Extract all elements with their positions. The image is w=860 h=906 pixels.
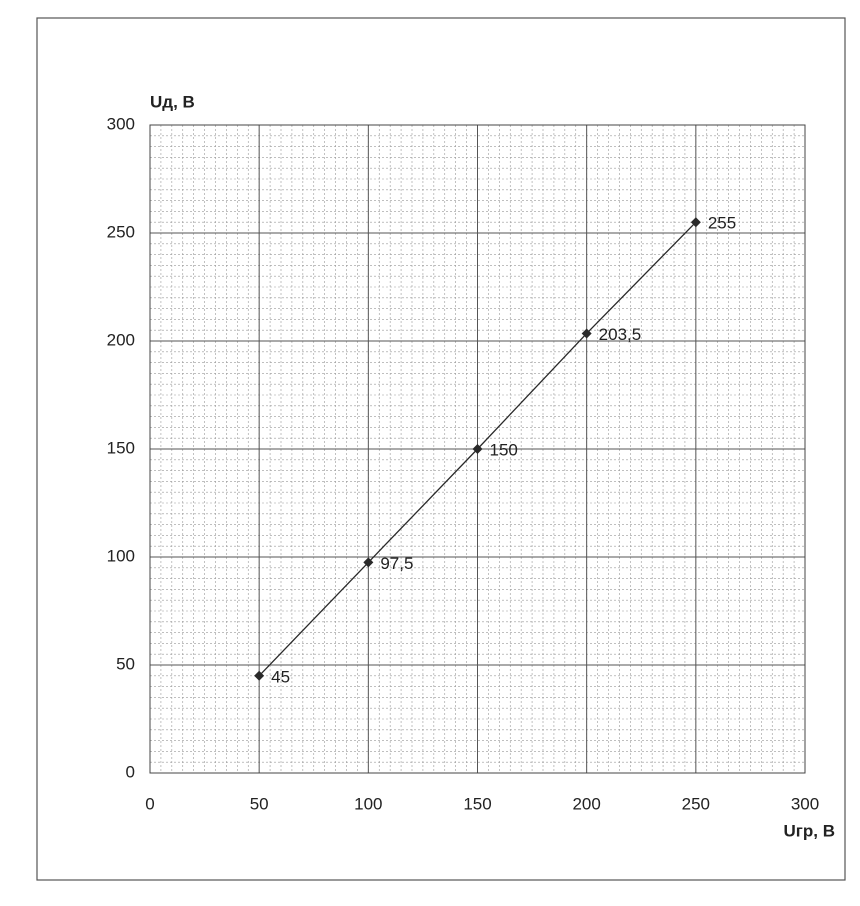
x-tick-label: 300 bbox=[791, 794, 819, 813]
y-tick-label: 200 bbox=[107, 330, 135, 349]
y-axis-label: Uд, В bbox=[150, 92, 195, 111]
y-tick-label: 50 bbox=[116, 654, 135, 673]
y-tick-label: 150 bbox=[107, 438, 135, 457]
x-tick-label: 250 bbox=[682, 794, 710, 813]
x-tick-label: 150 bbox=[463, 794, 491, 813]
data-label: 203,5 bbox=[599, 325, 642, 344]
y-tick-label: 250 bbox=[107, 222, 135, 241]
plot-border bbox=[149, 124, 806, 774]
point-marker bbox=[581, 328, 592, 339]
x-axis-label: Uгр, В bbox=[784, 821, 835, 840]
point-marker bbox=[690, 217, 701, 228]
x-tick-label: 200 bbox=[572, 794, 600, 813]
y-tick-label: 0 bbox=[126, 762, 135, 781]
x-tick-label: 100 bbox=[354, 794, 382, 813]
data-label: 45 bbox=[271, 667, 290, 686]
x-tick-label: 0 bbox=[145, 794, 154, 813]
point-marker bbox=[363, 557, 374, 568]
data-label: 97,5 bbox=[380, 554, 413, 573]
x-tick-label: 50 bbox=[250, 794, 269, 813]
y-tick-label: 100 bbox=[107, 546, 135, 565]
data-label: 255 bbox=[708, 214, 736, 233]
y-tick-label: 300 bbox=[107, 114, 135, 133]
point-marker bbox=[472, 444, 483, 454]
point-marker bbox=[254, 670, 265, 681]
data-label: 150 bbox=[490, 440, 518, 459]
